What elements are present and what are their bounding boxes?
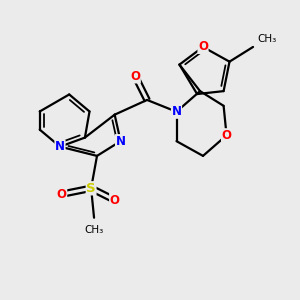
Text: S: S — [86, 182, 96, 195]
Text: O: O — [198, 40, 208, 53]
Text: N: N — [172, 105, 182, 118]
Text: N: N — [55, 140, 65, 153]
Text: N: N — [116, 135, 126, 148]
Text: CH₃: CH₃ — [257, 34, 277, 44]
Text: O: O — [222, 129, 232, 142]
Text: O: O — [110, 194, 120, 207]
Text: O: O — [57, 188, 67, 201]
Text: CH₃: CH₃ — [84, 225, 104, 235]
Text: O: O — [130, 70, 140, 83]
